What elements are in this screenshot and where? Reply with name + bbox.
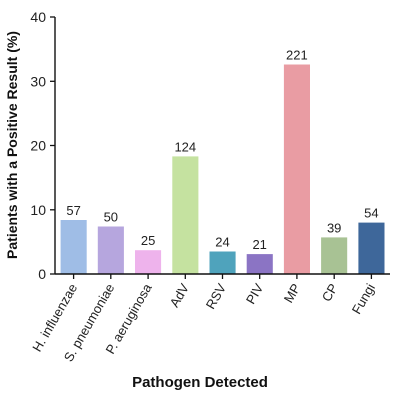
data-label-0: 57 (66, 203, 80, 218)
bars-group (60, 64, 385, 274)
data-label-7: 39 (327, 220, 341, 235)
y-axis-title: Patients with a Positive Result (%) (4, 31, 20, 259)
bar-4 (209, 251, 236, 274)
data-label-5: 21 (252, 237, 266, 252)
data-label-6: 221 (286, 48, 308, 63)
bar-0 (60, 220, 87, 274)
y-tick-label-0: 0 (38, 266, 46, 282)
bar-5 (246, 254, 273, 274)
x-axis-title: Pathogen Detected (132, 374, 268, 391)
x-tick-label-6: MP (281, 281, 304, 305)
bar-6 (283, 64, 310, 274)
y-tick-label-4: 40 (30, 9, 46, 25)
y-tick-label-1: 10 (30, 202, 46, 218)
y-tick-label-2: 20 (30, 138, 46, 154)
data-label-4: 24 (215, 235, 229, 250)
data-label-3: 124 (174, 139, 196, 154)
y-axis: 0 10 20 30 40 (30, 9, 56, 282)
bar-1 (97, 226, 124, 274)
bar-8 (358, 222, 385, 274)
bar-2 (135, 250, 162, 274)
x-tick-label-8: Fungi (349, 281, 378, 317)
bar-3 (172, 156, 199, 274)
x-tick-label-4: RSV (203, 281, 230, 312)
bar-7 (321, 237, 348, 274)
y-tick-label-3: 30 (30, 73, 46, 89)
x-tick-label-7: CP (319, 281, 341, 304)
data-label-1: 50 (104, 210, 118, 225)
data-labels-group: 57 50 25 124 24 21 221 39 54 (66, 48, 378, 253)
x-tick-label-5: PIV (243, 281, 267, 307)
x-tick-label-3: AdV (167, 281, 192, 310)
data-label-2: 25 (141, 233, 155, 248)
data-label-8: 54 (364, 206, 378, 221)
